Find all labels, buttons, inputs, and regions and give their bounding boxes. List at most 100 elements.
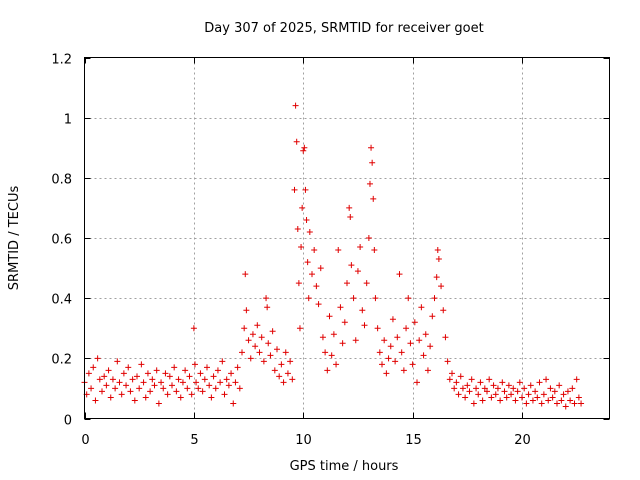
data-point [140, 379, 147, 386]
data-point [499, 379, 506, 386]
data-point [305, 295, 312, 302]
data-point [547, 385, 554, 392]
data-point [103, 382, 110, 389]
data-point [527, 382, 534, 389]
data-point [326, 313, 333, 320]
data-point [269, 328, 276, 335]
data-point [191, 361, 198, 368]
data-point [315, 301, 322, 308]
data-point [221, 391, 228, 398]
data-point [155, 400, 162, 407]
data-point [519, 394, 525, 401]
data-point [433, 274, 440, 281]
data-point [118, 391, 125, 398]
data-point [389, 316, 396, 323]
data-point [330, 331, 337, 338]
data-point [383, 370, 390, 377]
data-point [292, 102, 299, 109]
data-point [366, 180, 373, 187]
data-point [434, 247, 441, 254]
data-point [193, 379, 200, 386]
data-point [149, 376, 156, 383]
y-tick-label: 0.2 [51, 353, 72, 368]
data-point [309, 271, 315, 278]
data-point [374, 325, 381, 332]
data-point [357, 244, 364, 251]
data-point [470, 400, 477, 407]
chart-title: Day 307 of 2025, SRMTID for receiver goe… [204, 21, 483, 36]
data-point [107, 394, 114, 401]
data-point [575, 394, 582, 401]
data-point [296, 325, 303, 332]
data-point [333, 361, 340, 368]
x-tick-label: 15 [405, 433, 422, 448]
data-point [324, 367, 331, 374]
data-point [280, 379, 287, 386]
data-point [232, 379, 239, 386]
data-point [453, 379, 460, 386]
data-point [197, 370, 204, 377]
data-point [131, 397, 138, 404]
data-point [190, 325, 197, 332]
data-point [484, 388, 490, 395]
data-point [219, 358, 226, 365]
data-point [521, 385, 528, 392]
data-point [134, 373, 140, 380]
data-point [109, 376, 116, 383]
data-point [311, 247, 318, 254]
data-point [287, 358, 294, 365]
data-point [370, 195, 377, 202]
data-point [160, 385, 167, 392]
data-point [416, 337, 423, 344]
data-point [405, 295, 412, 302]
data-point [302, 186, 309, 193]
data-point [473, 385, 480, 392]
data-point [431, 295, 438, 302]
data-point [359, 307, 366, 314]
x-tick-label: 20 [514, 433, 531, 448]
data-point [514, 388, 521, 395]
data-point [293, 138, 300, 145]
data-point [230, 400, 237, 407]
data-point [151, 382, 158, 389]
data-point [567, 397, 574, 404]
data-point [291, 186, 298, 193]
data-point [549, 394, 556, 401]
data-point [538, 400, 545, 407]
data-point [236, 385, 243, 392]
data-point [466, 388, 473, 395]
data-point [372, 295, 379, 302]
data-point [138, 361, 145, 368]
data-point [278, 361, 285, 368]
data-point [411, 319, 418, 326]
data-point [534, 394, 541, 401]
data-point [271, 367, 278, 374]
data-point [339, 340, 346, 347]
y-tick-labels: 0 0.2 0.4 0.6 0.8 1 1.2 [51, 53, 72, 429]
data-point [523, 400, 530, 407]
data-point [363, 280, 370, 287]
data-point [569, 385, 576, 392]
data-point [392, 358, 399, 365]
data-point [212, 385, 219, 392]
data-point [564, 388, 571, 395]
data-point [317, 265, 324, 272]
data-point [490, 382, 497, 389]
data-point [120, 370, 127, 377]
data-point [96, 376, 103, 383]
data-point [147, 388, 154, 395]
data-point [274, 346, 280, 353]
data-point [486, 376, 493, 383]
data-point [422, 331, 429, 338]
data-point [276, 373, 283, 380]
data-point [376, 349, 383, 356]
x-tick-label: 5 [190, 433, 198, 448]
data-point [217, 379, 224, 386]
data-point [379, 361, 385, 368]
data-point [497, 397, 504, 404]
data-point [446, 376, 453, 383]
data-point [241, 325, 248, 332]
data-point [573, 376, 580, 383]
data-point [210, 373, 217, 380]
data-point [171, 364, 178, 371]
